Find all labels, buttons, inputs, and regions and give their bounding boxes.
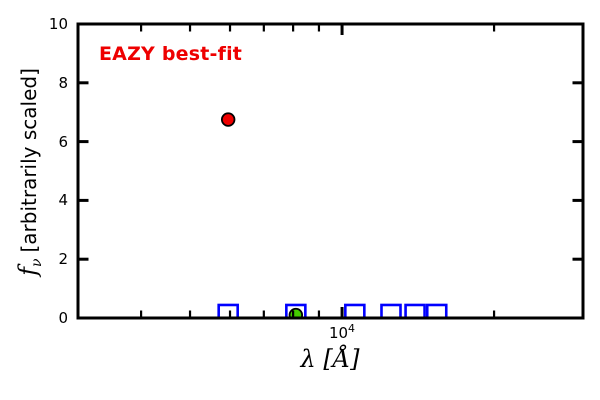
y-tick-label: 10 bbox=[48, 15, 68, 33]
y-tick-label: 2 bbox=[58, 250, 68, 269]
photometry-square-marker bbox=[380, 303, 402, 318]
y-axis-label: fν [arbitrarily scaled] bbox=[12, 22, 45, 322]
x-tick-base: 10 bbox=[328, 324, 349, 342]
y-label-subscript: ν bbox=[29, 258, 45, 268]
model-circle-marker bbox=[220, 112, 236, 127]
x-tick-label-1e4: 104 bbox=[302, 322, 382, 342]
y-tick-label: 0 bbox=[58, 309, 68, 327]
y-tick-label: 4 bbox=[58, 191, 68, 210]
y-label-units: [arbitrarily scaled] bbox=[17, 68, 41, 253]
photometry-square-marker bbox=[404, 303, 426, 318]
photometry-square-marker bbox=[217, 303, 239, 318]
y-tick-label: 8 bbox=[58, 73, 68, 92]
y-tick-label: 6 bbox=[58, 132, 68, 151]
photometry-square-marker bbox=[344, 303, 366, 318]
y-label-symbol: f bbox=[14, 267, 42, 276]
plot-frame bbox=[76, 22, 585, 320]
x-axis-label: λ [Å] bbox=[300, 345, 360, 373]
photometry-square-marker bbox=[285, 303, 307, 318]
x-tick-exponent: 4 bbox=[348, 322, 356, 335]
photometry-square-marker bbox=[425, 303, 448, 318]
annotation-eazy-best-fit: EAZY best-fit bbox=[99, 43, 243, 65]
